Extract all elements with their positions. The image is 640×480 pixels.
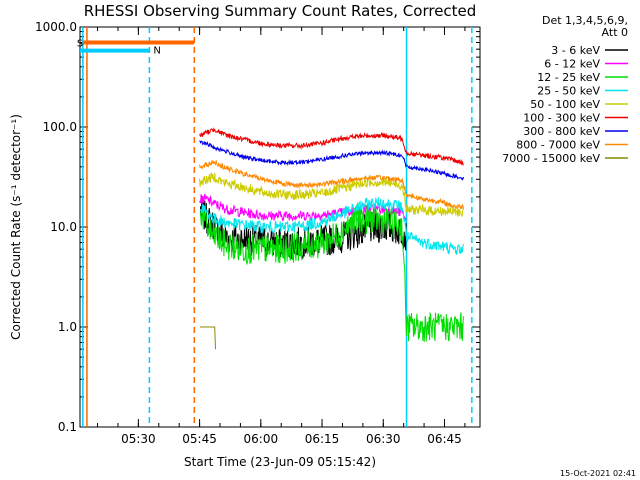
x-tick-label: 05:45 [182,432,217,446]
y-tick-label: 1000.0 [35,20,77,34]
series-line [199,196,407,260]
series-lines [199,127,465,350]
footer-timestamp: 15-Oct-2021 02:41 [560,469,636,478]
series-line [199,127,464,166]
chart-title: RHESSI Observing Summary Count Rates, Co… [84,2,477,20]
legend-entry-label: 7000 - 15000 keV [502,152,600,165]
legend-entry-label: 12 - 25 keV [537,71,600,84]
legend-entry-label: 6 - 12 keV [544,58,600,71]
x-tick-label: 06:45 [427,432,462,446]
x-tick-label: 05:30 [121,432,156,446]
y-tick-label: 100.0 [43,120,77,134]
legend-entry-label: 25 - 50 keV [537,85,600,98]
x-tick-label: 06:30 [366,432,401,446]
series-line [199,140,465,181]
vertical-markers: SN [77,27,473,427]
series-line [199,172,465,217]
series-line [199,203,464,342]
legend-header: Att 0 [602,26,628,39]
x-tick-label: 06:15 [305,432,340,446]
legend-entry-label: 3 - 6 keV [551,44,600,57]
series-line [199,197,464,255]
series-line [200,326,216,350]
attenuator-marker-label: S [77,38,83,49]
y-axis-label: Corrected Count Rate (s⁻¹ detector⁻¹) [9,114,23,340]
legend-entry-label: 50 - 100 keV [530,98,600,111]
x-axis-label: Start Time (23-Jun-09 05:15:42) [184,455,376,469]
legend-header: Det 1,3,4,5,6,9, [542,14,628,27]
legend-entry-label: 100 - 300 keV [523,112,600,125]
tick-marks [80,26,480,428]
legend-entry-label: 800 - 7000 keV [516,139,600,152]
tick-labels: 0.1 1.0 10.0 100.0 1000.0 05:30 05:45 06:00 06:1… [35,20,462,446]
y-tick-label: 10.0 [50,220,77,234]
y-tick-label: 0.1 [58,420,77,434]
x-tick-label: 06:00 [244,432,279,446]
attenuator-marker-label: N [153,46,160,57]
series-line [199,160,465,210]
y-tick-label: 1.0 [58,320,77,334]
legend-entry-label: 300 - 800 keV [523,125,600,138]
